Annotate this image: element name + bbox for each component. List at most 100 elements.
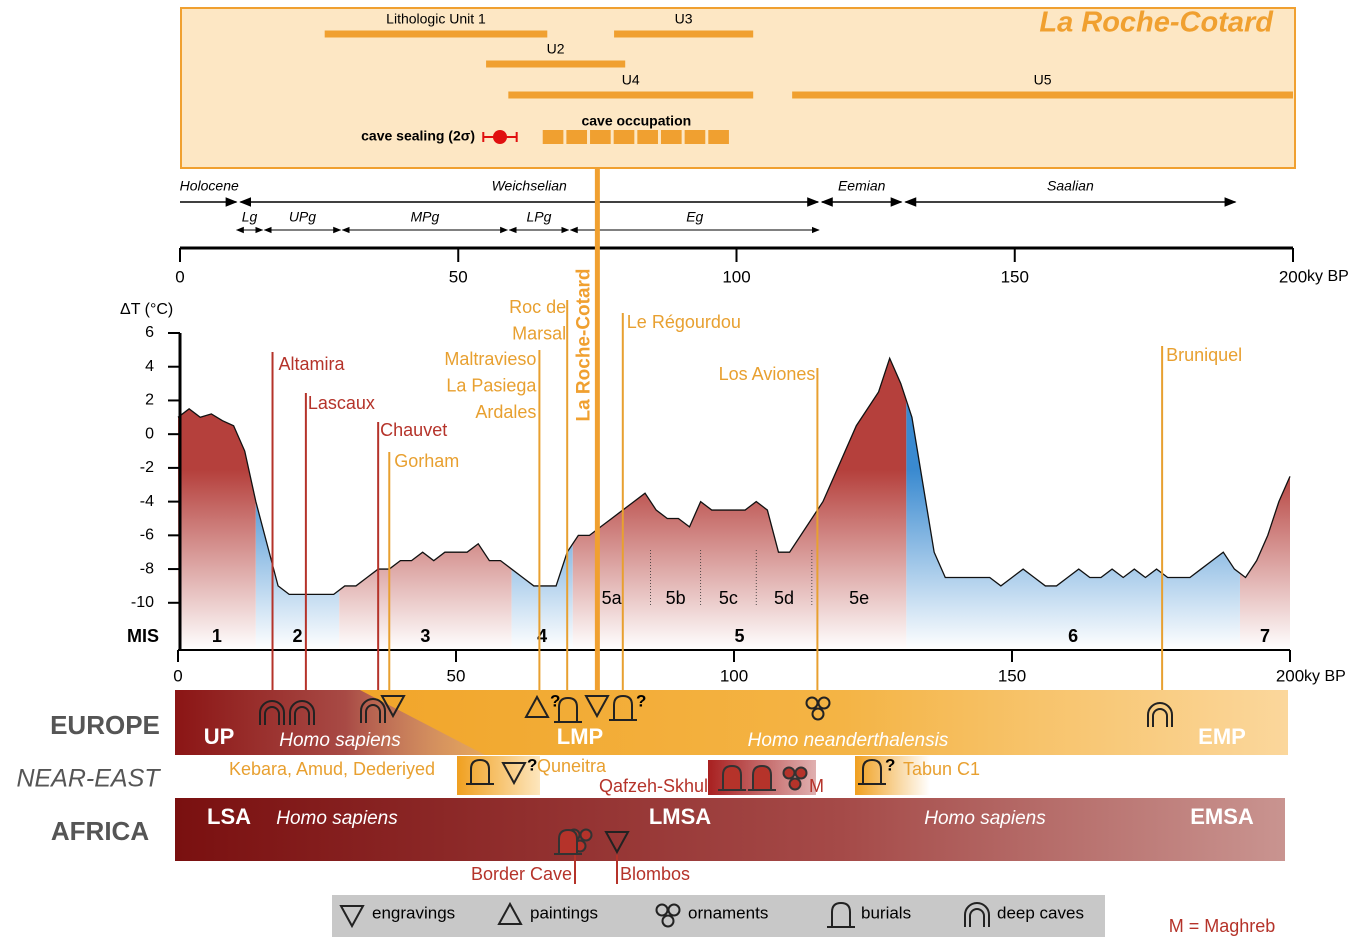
top-tick-label: 50 (449, 267, 468, 286)
ornament-icon (782, 766, 808, 791)
occupation-block (637, 130, 658, 144)
engraving-icon (501, 762, 527, 786)
region-text: Border Cave (471, 864, 572, 884)
y-tick-label: 6 (145, 324, 154, 341)
icon-part (360, 698, 386, 723)
occupation-block (684, 130, 706, 144)
icon-part (964, 902, 990, 927)
region-label: AFRICA (51, 816, 149, 846)
occupation-block (613, 130, 635, 144)
y-tick-label: -4 (140, 493, 154, 510)
occupation-block (590, 130, 611, 144)
region-text: LMSA (649, 804, 711, 829)
y-tick-label: -10 (131, 594, 154, 611)
icon-part (661, 914, 675, 928)
y-tick-label: -6 (140, 527, 154, 544)
substage-label: 5e (849, 588, 869, 608)
burial-icon (554, 696, 582, 723)
region-text: Tabun C1 (903, 759, 980, 779)
mis-area (906, 400, 1240, 650)
icon-part (380, 695, 406, 719)
cave-icon (259, 700, 285, 725)
painting-icon (524, 694, 550, 718)
period-label: Holocene (180, 178, 239, 194)
icon-part (667, 903, 681, 917)
period-label: Eemian (838, 178, 886, 194)
icon-part (1152, 708, 1168, 727)
icon-part (613, 694, 633, 720)
region-text: UP (204, 724, 235, 749)
unit-label: U2 (547, 41, 565, 57)
icon-part (294, 706, 310, 725)
icon-part (264, 706, 280, 725)
x-tick-label: 0 (173, 666, 182, 685)
icon-part (579, 828, 593, 842)
substage-label: 5d (774, 588, 794, 608)
period-label: Saalian (1047, 178, 1094, 194)
region-text: EMP (1198, 724, 1246, 749)
icon-part (497, 901, 523, 925)
legend-note: M = Maghreb (1169, 916, 1276, 936)
region-text: Homo neanderthalensis (748, 730, 949, 751)
engraving-icon (604, 831, 630, 855)
legend-label: paintings (530, 903, 598, 922)
uncertain-mark: ? (550, 691, 560, 710)
mis-area (178, 408, 256, 650)
substage-label: 5c (719, 588, 738, 608)
burial-icon (466, 758, 494, 785)
mis-area (1239, 476, 1290, 650)
mis-number: 4 (537, 626, 547, 646)
cave-icon (964, 902, 990, 927)
y-tick-label: -8 (140, 560, 154, 577)
mis-area (511, 543, 573, 650)
substage-label: 5a (602, 588, 623, 608)
icon-part (558, 696, 578, 722)
burial-icon (827, 901, 855, 928)
engraving-icon (584, 695, 610, 719)
region-text: Homo sapiens (924, 808, 1046, 829)
site-label: Roc de (509, 297, 566, 317)
painting-icon (497, 901, 523, 925)
engraving-icon (339, 905, 365, 929)
x-tick-label: 100 (720, 666, 748, 685)
mis-number: 6 (1068, 626, 1078, 646)
occupation (542, 130, 729, 144)
subperiod-label: Eg (686, 209, 703, 225)
burial-icon (718, 764, 746, 791)
icon-part (862, 758, 882, 784)
substage-label: 5b (666, 588, 686, 608)
icon-part (259, 700, 285, 725)
region-text: Quneitra (537, 756, 607, 776)
x-axis-label: ky BP (1304, 668, 1346, 685)
cave-icon (360, 698, 386, 723)
subperiod-label: UPg (289, 209, 316, 225)
period-label: Weichselian (492, 178, 567, 194)
panel-title: La Roche-Cotard (1039, 7, 1274, 39)
site-label: Le Régourdou (627, 312, 741, 332)
subperiod-label: Lg (242, 209, 258, 225)
y-tick-label: 4 (145, 358, 154, 375)
x-tick-label: 150 (998, 666, 1026, 685)
burial-icon (858, 758, 886, 785)
burial-icon (554, 828, 582, 855)
africa-band (175, 798, 1285, 861)
unit-label: U3 (675, 11, 693, 27)
icon-part (831, 901, 851, 927)
unit-label: Lithologic Unit 1 (386, 11, 486, 27)
top-axis-label: ky BP (1307, 268, 1349, 285)
occupation-label: cave occupation (581, 113, 691, 129)
mis-number: 3 (420, 626, 430, 646)
icon-part (722, 764, 742, 790)
region-text: Blombos (620, 864, 690, 884)
region-text: M (809, 776, 824, 796)
site-label: La Pasiega (446, 375, 537, 395)
burial-icon (609, 694, 637, 721)
icon-part (1147, 702, 1173, 727)
y-tick-label: 2 (145, 392, 154, 409)
icon-part (365, 704, 381, 723)
sealing-point (492, 130, 507, 144)
mis-label: MIS (127, 626, 159, 646)
unit-label: U5 (1034, 72, 1052, 88)
icon-part (604, 831, 630, 855)
site-label: Los Aviones (719, 364, 816, 384)
